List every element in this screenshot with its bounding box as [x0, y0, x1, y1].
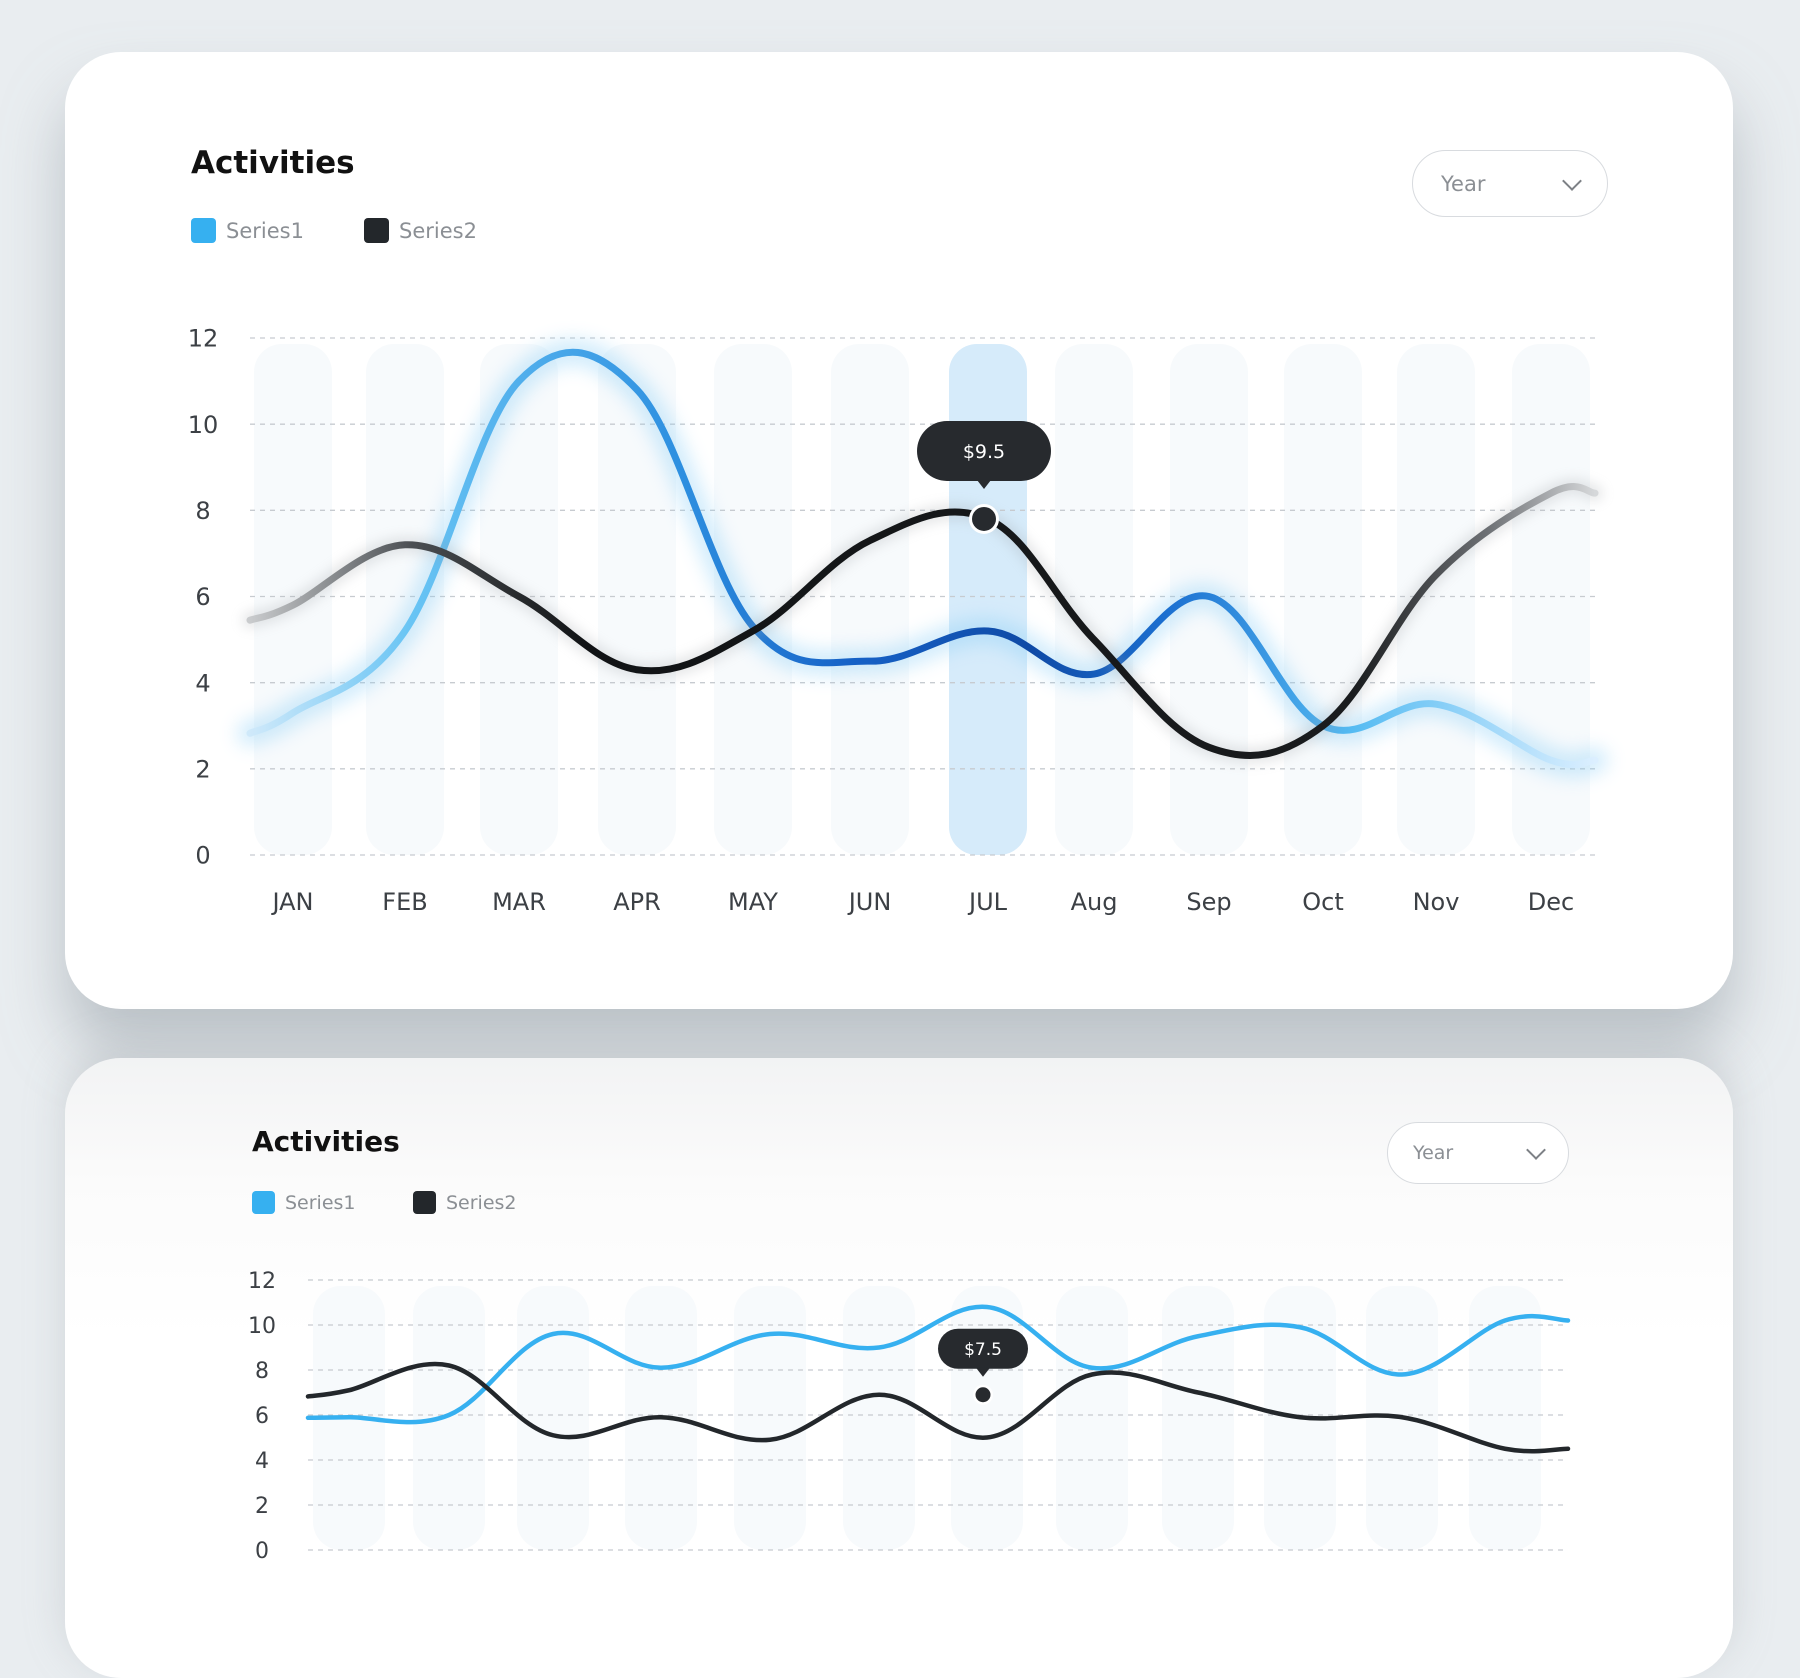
x-tick-label: MAY [728, 888, 778, 916]
y-tick-label: 2 [255, 1494, 269, 1519]
tooltip-label: $9.5 [963, 441, 1005, 463]
x-tick-label: MAR [492, 888, 546, 916]
y-tick-label: 12 [248, 1269, 276, 1294]
y-tick-label: 4 [195, 669, 210, 697]
x-tick-label: Nov [1413, 888, 1460, 916]
tooltip-label: $7.5 [964, 1340, 1002, 1360]
y-tick-label: 0 [195, 842, 210, 870]
x-tick-label: Sep [1186, 888, 1231, 916]
tooltip-marker [972, 507, 996, 531]
y-tick-label: 2 [195, 755, 210, 783]
x-tick-label: JAN [270, 888, 313, 916]
x-tick-label: JUN [847, 888, 892, 916]
column-bar [1284, 344, 1362, 855]
y-tick-label: 6 [255, 1404, 269, 1429]
column-bar [1512, 344, 1590, 855]
x-tick-label: Dec [1528, 888, 1574, 916]
activities-chart: 0 2 4 6 8 10 12 JAN FEB MAR APR MAY JUN JUL Aug Sep Oct N… [188, 325, 1595, 916]
x-tick-label: Oct [1302, 888, 1344, 916]
highlight-column-bar [949, 344, 1027, 855]
activities-chart: 0 2 4 6 8 10 12 $7.5 [248, 1269, 1568, 1564]
y-tick-label: 8 [195, 497, 210, 525]
y-tick-label: 10 [248, 1314, 276, 1339]
y-tick-label: 6 [195, 583, 210, 611]
tooltip-marker [976, 1387, 991, 1402]
x-tick-label: FEB [382, 888, 427, 916]
charts-canvas: 0 2 4 6 8 10 12 JAN FEB MAR APR MAY JUN JUL Aug Sep Oct N… [0, 0, 1800, 1600]
y-tick-label: 0 [255, 1539, 269, 1564]
y-tick-label: 8 [255, 1359, 269, 1384]
y-tick-label: 4 [255, 1449, 269, 1474]
column-bar [831, 344, 909, 855]
y-tick-label: 12 [188, 325, 219, 353]
x-tick-label: Aug [1071, 888, 1118, 916]
y-tick-label: 10 [188, 411, 219, 439]
x-tick-label: JUL [967, 888, 1008, 916]
x-tick-label: APR [613, 888, 661, 916]
